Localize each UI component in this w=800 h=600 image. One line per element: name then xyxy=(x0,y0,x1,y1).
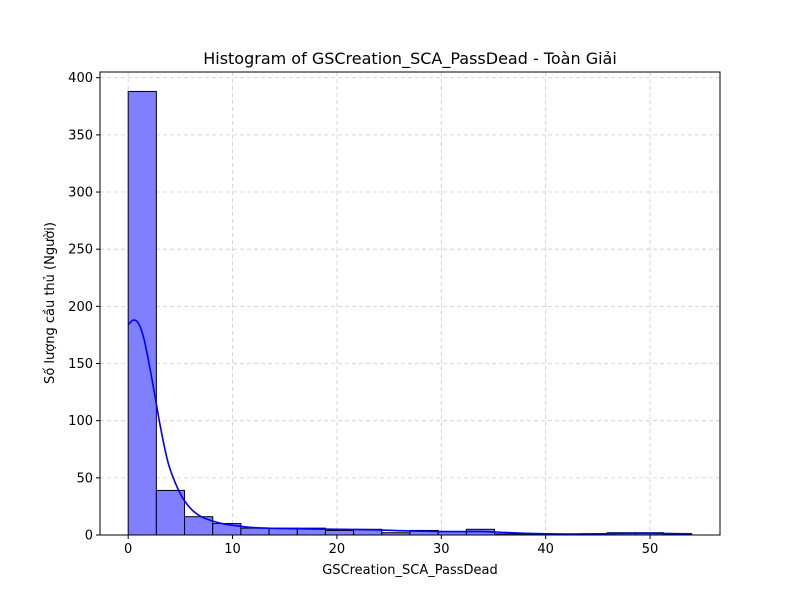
x-tick-label: 40 xyxy=(537,542,554,557)
y-tick-label: 50 xyxy=(76,471,93,486)
histogram-bar xyxy=(324,529,355,536)
y-tick-label: 200 xyxy=(68,300,93,315)
y-tick-label: 300 xyxy=(68,186,93,201)
plot-frame xyxy=(99,71,721,536)
x-tick-label: 30 xyxy=(433,542,450,557)
y-tick-label: 250 xyxy=(68,243,93,258)
y-tick-label: 350 xyxy=(68,128,93,143)
x-tick-label: 0 xyxy=(124,542,132,557)
x-tick-label: 20 xyxy=(329,542,346,557)
histogram-bar xyxy=(155,489,186,536)
y-tick-label: 150 xyxy=(68,357,93,372)
x-axis-label: GSCreation_SCA_PassDead xyxy=(322,563,498,578)
y-tick-label: 0 xyxy=(85,529,93,544)
y-tick-label: 400 xyxy=(68,71,93,86)
chart-title: Histogram of GSCreation_SCA_PassDead - T… xyxy=(203,49,617,69)
ticks-layer: 0 10 20 30 40 50 0 50 100 150 200 250 300 350 400 xyxy=(68,71,658,557)
kde-line xyxy=(127,319,692,535)
y-axis-label: Số lượng cầu thủ (Người) xyxy=(43,222,58,384)
x-tick-label: 10 xyxy=(224,542,241,557)
y-tick-label: 100 xyxy=(68,414,93,429)
histogram-bar xyxy=(127,90,157,536)
bars-layer xyxy=(127,90,693,536)
x-tick-label: 50 xyxy=(642,542,659,557)
histogram-bar xyxy=(240,527,270,536)
